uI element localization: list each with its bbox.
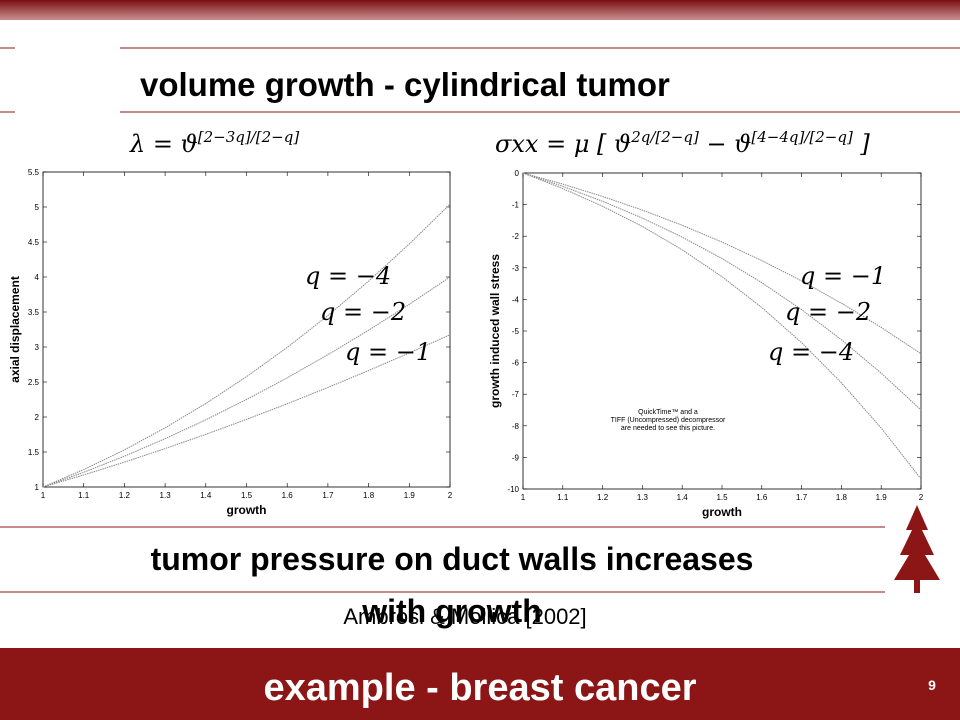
- formula: σxx = μ [ ϑ2q/[2−q] − ϑ[4−4q]/[2−q] ]: [495, 128, 870, 158]
- y-tick-label: 5: [35, 203, 40, 212]
- x-tick-label: 1.8: [363, 491, 375, 500]
- y-tick-label: 1.5: [28, 448, 40, 457]
- y-tick-label: -8: [512, 422, 520, 431]
- x-tick-label: 1.7: [322, 491, 334, 500]
- x-tick-label: 1.9: [876, 493, 888, 502]
- y-tick-label: -10: [507, 485, 519, 494]
- series-label: q = −1: [800, 262, 886, 290]
- y-tick-label: -3: [512, 264, 520, 273]
- placeholder-note: are needed to see this picture.: [621, 425, 715, 432]
- x-tick-label: 1.4: [677, 493, 689, 502]
- tree-logo: [894, 505, 940, 593]
- y-tick-label: -1: [512, 201, 520, 210]
- chart-frame: [482, 158, 930, 522]
- x-tick-label: 1.5: [716, 493, 728, 502]
- series-line: [42, 276, 451, 488]
- x-tick-label: 1.9: [404, 491, 416, 500]
- placeholder-note: QuickTime™ and a: [638, 409, 698, 416]
- x-tick-label: 2: [919, 493, 924, 502]
- formula-part: ]: [853, 130, 871, 158]
- x-tick-label: 1.4: [200, 491, 212, 500]
- x-tick-label: 2: [448, 491, 453, 500]
- x-tick-label: 1.5: [241, 491, 253, 500]
- conclusion-line: tumor pressure on duct walls increases: [151, 541, 754, 577]
- y-tick-label: 3.5: [28, 308, 40, 317]
- formula-sup: [4−4q]/[2−q]: [751, 128, 853, 146]
- x-tick-label: 1.1: [557, 493, 569, 502]
- y-tick-label: 5.5: [28, 168, 40, 177]
- series-line: [42, 203, 451, 488]
- formula-part: σxx = μ [ ϑ: [495, 130, 631, 158]
- formula-sup: 2q/[2−q]: [630, 128, 699, 146]
- x-tick-label: 1.3: [160, 491, 172, 500]
- y-tick-label: -9: [512, 453, 520, 462]
- top-band: [0, 0, 960, 20]
- y-tick-label: 2: [35, 413, 40, 422]
- x-tick-label: 1.3: [637, 493, 649, 502]
- charts: λ = ϑ[2−3q]/[2−q] 1 1.1 1.2 1.3 1.4 1.5 1.6 1.7 1…: [8, 128, 924, 519]
- y-tick-label: -5: [512, 327, 520, 336]
- x-tick-label: 1.8: [836, 493, 848, 502]
- series-label: q = −2: [320, 298, 406, 326]
- y-tick-label: 3: [35, 343, 40, 352]
- series-line: [42, 334, 451, 488]
- formula-part: λ = ϑ: [129, 130, 198, 158]
- x-tick-label: 1.7: [796, 493, 808, 502]
- conclusion-line: with growth: [361, 593, 542, 629]
- x-tick-label: 1.1: [78, 491, 90, 500]
- y-tick-label: 2.5: [28, 378, 40, 387]
- y-tick-label: 1: [35, 483, 40, 492]
- x-tick-label: 1.2: [119, 491, 131, 500]
- y-tick-label: -6: [512, 359, 520, 368]
- x-axis-label: growth: [227, 503, 267, 517]
- y-tick-label: 4.5: [28, 238, 40, 247]
- y-axis-label: axial displacement: [8, 276, 22, 383]
- conclusion: tumor pressure on duct walls increases wi…: [151, 541, 754, 629]
- x-tick-label: 1: [41, 491, 46, 500]
- series-label: q = −2: [785, 298, 871, 326]
- series-label: q = −4: [768, 338, 854, 366]
- slide-title: volume growth - cylindrical tumor: [140, 66, 670, 103]
- y-tick-label: -7: [512, 390, 520, 399]
- formula: λ = ϑ[2−3q]/[2−q]: [129, 128, 299, 158]
- footer-title: example - breast cancer: [263, 667, 696, 709]
- y-axis-label: growth induced wall stress: [488, 254, 502, 408]
- x-tick-label: 1.6: [756, 493, 768, 502]
- x-axis-label: growth: [702, 505, 742, 519]
- x-tick-label: 1.6: [282, 491, 294, 500]
- series-line: [522, 172, 922, 411]
- formula-sup: [2−3q]/[2−q]: [198, 128, 300, 146]
- y-tick-label: 4: [35, 273, 40, 282]
- citation: Ambrosi & Mollica [2002]: [343, 604, 586, 629]
- placeholder-note: TIFF (Uncompressed) decompressor: [611, 417, 726, 424]
- y-tick-label: -4: [512, 295, 520, 304]
- bottom-band: [0, 648, 960, 720]
- page-number: 9: [928, 677, 936, 693]
- formula-part: − ϑ: [699, 130, 752, 158]
- y-tick-label: 0: [515, 169, 520, 178]
- y-tick-label: -2: [512, 232, 520, 241]
- series-line: [522, 172, 922, 355]
- series-label: q = −4: [305, 262, 391, 290]
- x-tick-label: 1.2: [597, 493, 609, 502]
- series-label: q = −1: [345, 338, 431, 366]
- series-line: [522, 172, 922, 480]
- x-tick-label: 1: [521, 493, 526, 502]
- chart-frame: [5, 158, 455, 522]
